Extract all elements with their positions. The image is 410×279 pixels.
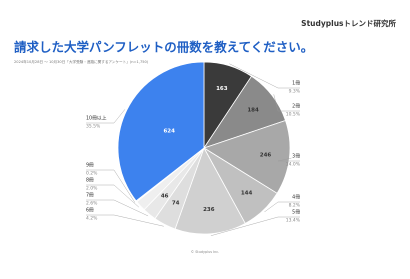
leader-line [86,184,139,208]
percent-label: 8.2% [289,203,301,209]
leader-line [273,94,300,112]
category-label: 10冊以上 [86,115,107,122]
pie-slice [203,119,291,194]
slice-count: 74 [172,201,180,207]
slice-count: 163 [216,86,228,92]
percent-label: 2.6% [86,201,98,207]
slice-count: 246 [260,153,272,159]
category-label: 5冊 [292,210,300,216]
slice-count: 144 [241,190,253,196]
leader-line [86,214,164,227]
category-label: 6冊 [86,208,94,214]
category-label: 4冊 [292,195,300,201]
percent-label: 9.3% [289,89,301,95]
subtitle: 2024年10月28日 〜 10月30日「大学受験・進路に関するアンケート」(n… [14,59,149,64]
leader-line [86,169,136,203]
pie-slice [117,61,205,202]
slice-count: 624 [163,129,175,135]
percent-label: 35.5% [86,124,101,130]
leader-line [229,63,300,89]
leader-line [210,216,300,236]
percent-label: 2.0% [86,186,98,192]
percent-label: 10.5% [286,112,301,118]
slice-count: 46 [161,193,169,199]
slice-count: 236 [203,207,215,213]
percent-label: 0.2% [86,171,98,177]
slice-count: 184 [247,108,259,114]
category-label: 7冊 [86,193,94,199]
leader-line [264,201,300,213]
category-label: 1冊 [292,81,300,87]
category-label: 8冊 [86,178,94,184]
chart-title: 請求した大学パンフレットの冊数を教えてください。 [14,40,313,55]
brand: Studyplusトレンド研究所 [301,18,396,28]
leader-line [86,109,126,124]
leader-line [86,199,149,217]
percent-label: 14.0% [286,162,301,168]
footer: © Studyplus Inc. [191,250,219,254]
category-label: 2冊 [292,104,300,110]
leader-line [277,157,300,162]
percent-label: 4.2% [86,216,98,222]
category-label: 3冊 [292,154,300,160]
pie-slice [174,147,246,235]
percent-label: 13.4% [286,218,301,224]
category-label: 9冊 [86,163,94,169]
